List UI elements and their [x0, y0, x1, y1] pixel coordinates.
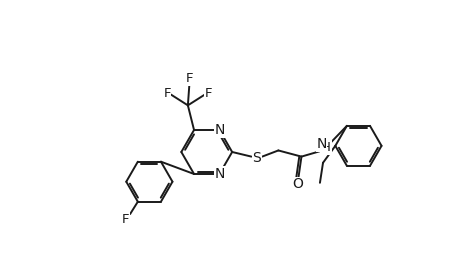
Text: F: F: [186, 72, 193, 85]
Text: F: F: [164, 87, 171, 100]
Text: N: N: [316, 137, 327, 151]
Text: S: S: [252, 151, 261, 165]
Text: F: F: [205, 87, 213, 100]
Text: O: O: [292, 177, 303, 191]
Text: H: H: [321, 141, 331, 154]
Text: N: N: [215, 123, 225, 137]
Text: N: N: [215, 167, 225, 181]
Text: F: F: [122, 213, 129, 226]
